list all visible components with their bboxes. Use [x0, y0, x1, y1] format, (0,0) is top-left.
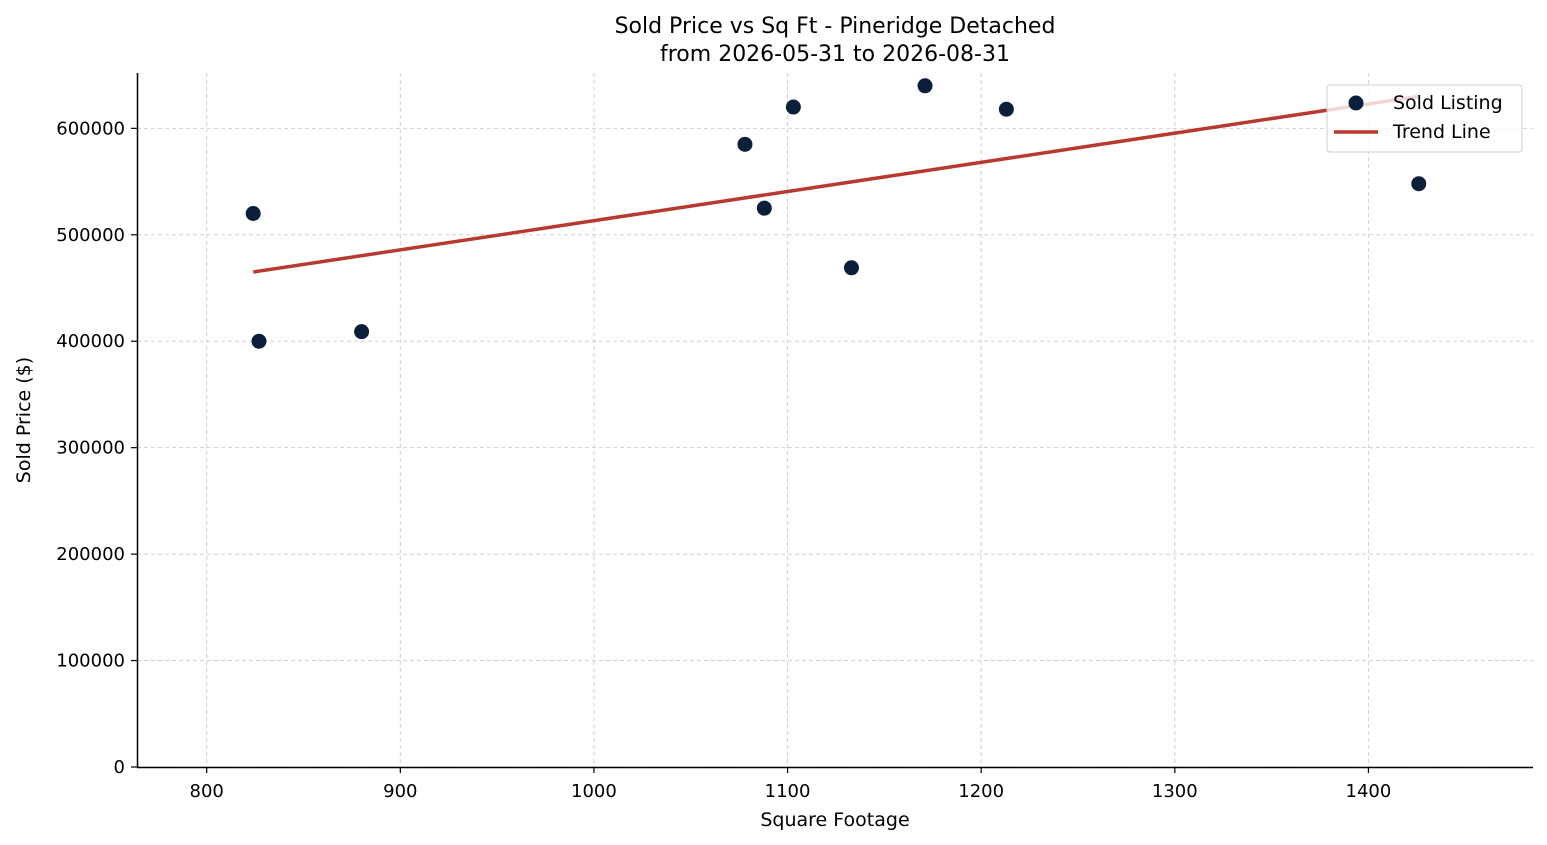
chart-subtitle: from 2026-05-31 to 2026-08-31 — [660, 42, 1010, 67]
data-point-sold-listing — [785, 99, 801, 115]
data-point-sold-listing — [998, 101, 1014, 117]
x-tick-label: 1000 — [571, 781, 617, 802]
data-point-sold-listing — [251, 333, 267, 349]
legend-label-sold-listing: Sold Listing — [1393, 92, 1503, 114]
x-axis-label: Square Footage — [760, 809, 909, 831]
data-points — [245, 78, 1427, 349]
x-ticks: 800 900 1000 1100 1200 1300 1400 — [190, 767, 1392, 802]
y-tick-label: 100000 — [56, 651, 125, 672]
x-tick-label: 1100 — [765, 781, 811, 802]
x-tick-label: 800 — [190, 781, 224, 802]
trend-line — [252, 94, 1420, 274]
legend-frame — [1326, 84, 1523, 153]
data-point-sold-listing — [843, 260, 859, 276]
y-tick-label: 400000 — [56, 331, 125, 352]
legend-marker-sold-listing — [1348, 95, 1364, 111]
data-point-sold-listing — [1411, 176, 1427, 192]
x-tick-label: 1300 — [1152, 781, 1198, 802]
y-ticks: 0 100000 200000 300000 400000 500000 600000 — [56, 118, 137, 778]
trend-line-layer — [252, 94, 1420, 274]
grid — [137, 73, 1533, 768]
y-tick-label: 200000 — [56, 544, 125, 565]
y-axis-label: Sold Price ($) — [13, 357, 35, 483]
x-tick-label: 900 — [383, 781, 417, 802]
data-point-sold-listing — [737, 136, 753, 152]
y-tick-label: 0 — [114, 757, 125, 778]
x-tick-label: 1200 — [958, 781, 1004, 802]
y-tick-label: 300000 — [56, 438, 125, 459]
x-tick-label: 1400 — [1346, 781, 1392, 802]
chart-title: Sold Price vs Sq Ft - Pineridge Detached — [615, 14, 1056, 39]
data-point-sold-listing — [917, 78, 933, 94]
data-point-sold-listing — [245, 206, 261, 222]
legend: Sold Listing Trend Line — [1326, 84, 1523, 153]
y-tick-label: 600000 — [56, 118, 125, 139]
data-point-sold-listing — [354, 324, 370, 340]
y-tick-label: 500000 — [56, 225, 125, 246]
data-point-sold-listing — [756, 200, 772, 216]
legend-label-trend-line: Trend Line — [1392, 121, 1491, 143]
